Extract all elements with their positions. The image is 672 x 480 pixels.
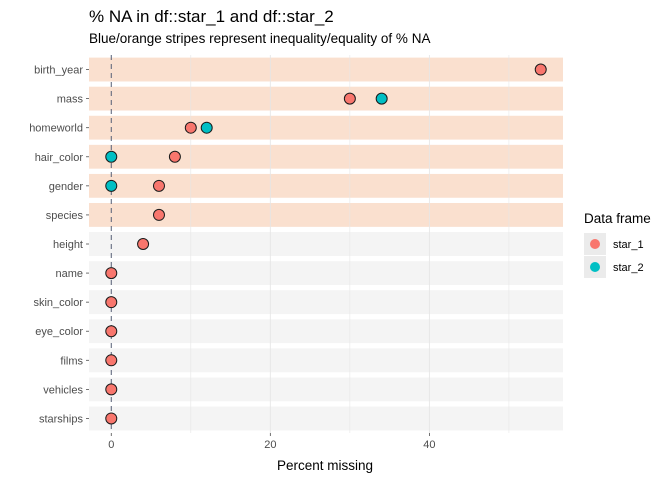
- y-tick-label: starships: [39, 413, 84, 425]
- stripe-vehicles: [89, 377, 563, 402]
- stripe-mass: [89, 86, 563, 111]
- point-star_1-mass: [343, 92, 356, 105]
- stripe-hair_color: [89, 144, 563, 169]
- stripes: [89, 57, 563, 431]
- chart-title: % NA in df::star_1 and df::star_2: [89, 7, 334, 26]
- point-star_1-name: [105, 267, 118, 280]
- legend-label-star_2: star_2: [613, 262, 644, 274]
- legend-key-star_1: [590, 239, 600, 249]
- stripe-species: [89, 203, 563, 227]
- point-star_1-homeworld: [184, 121, 197, 134]
- y-tick-label: birth_year: [34, 65, 83, 77]
- y-tick-label: mass: [57, 94, 84, 106]
- stripe-height: [89, 232, 563, 256]
- stripe-eye_color: [89, 319, 563, 344]
- point-star_1-height: [137, 238, 150, 250]
- point-star_2-hair_color: [105, 150, 118, 163]
- point-star_2-mass: [375, 92, 388, 105]
- point-star_1-films: [105, 354, 118, 367]
- point-star_1-species: [152, 208, 165, 221]
- y-tick-label: gender: [49, 181, 84, 193]
- stripe-birth_year: [89, 57, 563, 82]
- data-points: [105, 63, 547, 425]
- point-star_1-gender: [152, 179, 165, 192]
- stripe-gender: [89, 173, 563, 198]
- x-tick-label: 40: [423, 439, 435, 451]
- y-tick-label: hair_color: [35, 152, 84, 164]
- y-tick-label: homeworld: [29, 123, 83, 135]
- x-gridlines: [190, 55, 510, 433]
- stripe-homeworld: [89, 115, 563, 140]
- point-star_1-vehicles: [105, 383, 118, 396]
- y-tick-label: height: [53, 239, 83, 251]
- point-star_2-homeworld: [200, 121, 213, 134]
- y-tick-label: films: [60, 355, 83, 367]
- point-star_1-birth_year: [534, 63, 547, 76]
- stripe-starships: [89, 406, 563, 431]
- point-star_1-hair_color: [168, 150, 181, 163]
- y-tick-label: eye_color: [35, 326, 83, 338]
- point-star_1-starships: [105, 412, 118, 425]
- x-tick-labels: 0 20 40: [108, 433, 436, 451]
- stripe-skin_color: [89, 290, 563, 315]
- point-star_2-gender: [105, 179, 118, 192]
- point-star_1-eye_color: [105, 325, 118, 338]
- legend-title: Data frame: [584, 211, 651, 226]
- y-tick-label: skin_color: [33, 297, 83, 309]
- point-star_1-skin_color: [105, 296, 118, 309]
- y-tick-label: name: [55, 268, 83, 280]
- legend: Data frame star_1 star_2: [584, 211, 651, 278]
- y-tick-label: species: [46, 210, 84, 222]
- legend-key-star_2: [590, 262, 600, 272]
- x-tick-label: 20: [264, 439, 276, 451]
- x-tick-label: 0: [108, 439, 114, 451]
- legend-label-star_1: star_1: [613, 239, 644, 251]
- y-tick-label: vehicles: [43, 384, 83, 396]
- stripe-films: [89, 348, 563, 373]
- stripe-name: [89, 261, 563, 285]
- x-axis-label: Percent missing: [277, 458, 373, 473]
- chart-subtitle: Blue/orange stripes represent inequality…: [89, 31, 430, 46]
